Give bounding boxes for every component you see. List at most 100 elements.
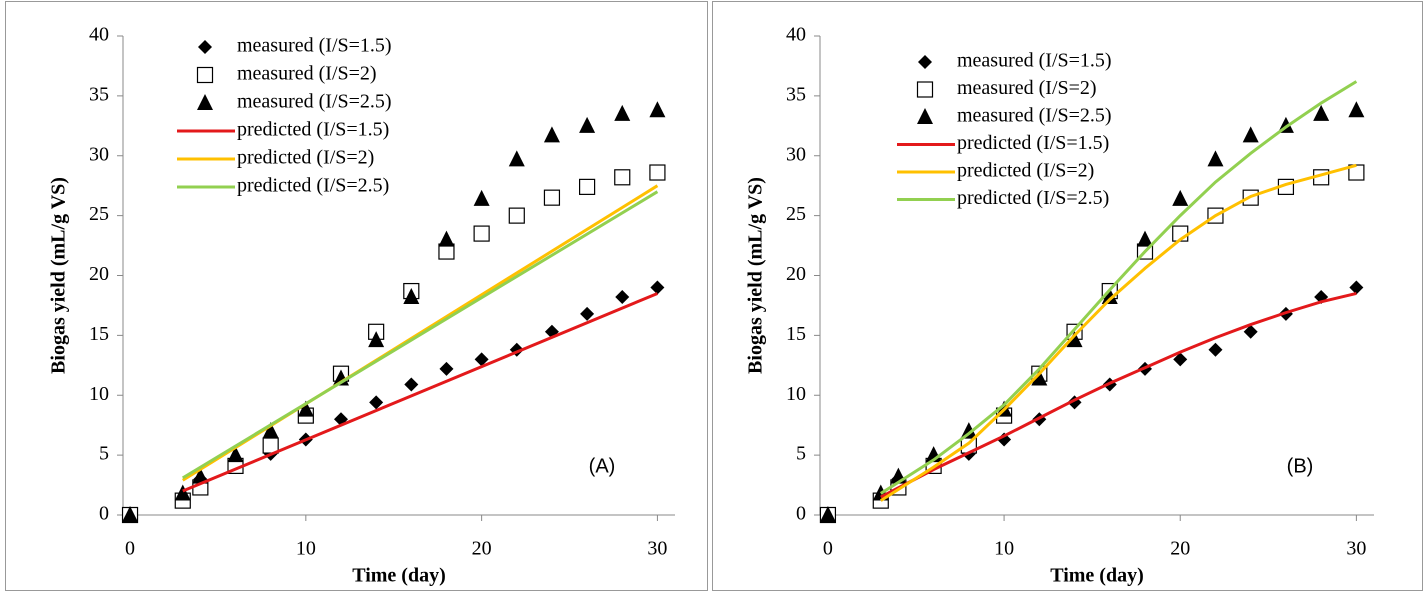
marker-diamond <box>580 306 595 321</box>
legend-label: measured (I/S=2) <box>237 63 377 85</box>
y-tick-label: 15 <box>786 323 806 345</box>
y-axis-title: Biogas yield (mL/g VS) <box>48 177 70 374</box>
marker-diamond <box>650 280 665 295</box>
y-tick-label: 5 <box>99 443 109 465</box>
y-tick-label: 5 <box>796 443 806 465</box>
legend-label: measured (I/S=2.5) <box>957 105 1112 127</box>
legend-label: measured (I/S=1.5) <box>957 50 1112 72</box>
marker-square <box>508 207 525 224</box>
y-tick-label: 20 <box>89 263 109 285</box>
marker-triangle <box>227 446 244 463</box>
series-line <box>879 163 1357 502</box>
marker-diamond <box>918 55 932 69</box>
marker-square <box>916 81 934 98</box>
marker-triangle <box>174 484 191 501</box>
marker-square <box>649 164 666 181</box>
marker-triangle <box>1242 126 1259 143</box>
marker-triangle <box>543 126 560 143</box>
panel-frame <box>712 1 1423 591</box>
legend-label: measured (I/S=1.5) <box>237 35 392 57</box>
legend-label: measured (I/S=2) <box>957 77 1097 99</box>
x-tick-label: 0 <box>125 538 135 560</box>
marker-triangle <box>122 506 139 522</box>
legend-label: predicted (I/S=2.5) <box>957 187 1109 209</box>
y-tick-label: 30 <box>89 143 109 165</box>
marker-triangle <box>579 116 596 133</box>
marker-triangle <box>614 104 631 121</box>
marker-triangle <box>917 108 933 124</box>
marker-diamond <box>198 40 212 54</box>
legend-label: predicted (I/S=1.5) <box>957 132 1109 154</box>
marker-triangle <box>262 422 279 439</box>
y-tick-label: 10 <box>786 383 806 405</box>
y-tick-label: 25 <box>89 203 109 225</box>
marker-square <box>543 189 561 206</box>
marker-triangle <box>197 94 213 110</box>
y-axis-title: Biogas yield (mL/g VS) <box>745 177 767 374</box>
series-line <box>181 190 659 480</box>
marker-diamond <box>1173 352 1188 367</box>
marker-diamond <box>1243 324 1258 339</box>
legend-label: measured (I/S=2.5) <box>237 91 392 113</box>
marker-square <box>1348 164 1365 181</box>
marker-triangle <box>1207 150 1224 167</box>
panel-label: (A) <box>589 455 616 477</box>
y-tick-label: 35 <box>786 83 806 105</box>
marker-square <box>614 169 631 186</box>
y-tick-label: 40 <box>786 24 806 46</box>
marker-diamond <box>439 361 454 376</box>
marker-triangle <box>960 422 977 439</box>
marker-triangle <box>473 189 490 206</box>
marker-triangle <box>1172 189 1189 206</box>
y-tick-label: 10 <box>89 383 109 405</box>
series-line <box>880 292 1357 499</box>
panel-label: (B) <box>1287 455 1314 477</box>
marker-diamond <box>474 352 489 367</box>
marker-triangle <box>368 331 385 348</box>
legend-label: predicted (I/S=2) <box>957 160 1094 182</box>
marker-diamond <box>1349 280 1364 295</box>
marker-triangle <box>192 467 209 484</box>
x-tick-label: 20 <box>472 538 492 560</box>
marker-diamond <box>1208 342 1223 357</box>
x-tick-label: 30 <box>647 538 667 560</box>
x-tick-label: 20 <box>1170 538 1190 560</box>
marker-triangle <box>438 230 455 247</box>
y-tick-label: 20 <box>786 263 806 285</box>
y-tick-label: 40 <box>89 24 109 46</box>
marker-square <box>196 66 214 84</box>
marker-triangle <box>297 400 314 417</box>
marker-diamond <box>369 395 384 410</box>
marker-square <box>579 178 596 195</box>
series-line <box>879 80 1358 495</box>
marker-triangle <box>1031 369 1048 386</box>
y-tick-label: 0 <box>796 503 806 525</box>
y-tick-label: 35 <box>89 83 109 105</box>
marker-triangle <box>1137 230 1154 247</box>
marker-triangle <box>649 101 666 118</box>
legend-label: predicted (I/S=1.5) <box>237 119 389 141</box>
panel-frame <box>5 1 708 591</box>
x-tick-label: 30 <box>1346 538 1366 560</box>
y-tick-label: 30 <box>786 143 806 165</box>
marker-triangle <box>1313 104 1330 121</box>
marker-triangle <box>403 288 420 305</box>
marker-square <box>473 225 490 242</box>
x-tick-label: 10 <box>296 538 316 560</box>
marker-diamond <box>404 377 419 392</box>
marker-triangle <box>1348 101 1365 118</box>
series-line <box>182 292 658 493</box>
x-tick-label: 0 <box>823 538 833 560</box>
marker-triangle <box>819 506 836 522</box>
legend-label: predicted (I/S=2.5) <box>237 175 389 197</box>
x-tick-label: 10 <box>994 538 1014 560</box>
y-tick-label: 0 <box>99 503 109 525</box>
marker-diamond <box>615 290 630 305</box>
y-tick-label: 15 <box>89 323 109 345</box>
y-tick-label: 25 <box>786 203 806 225</box>
legend-label: predicted (I/S=2) <box>237 147 374 169</box>
marker-triangle <box>508 150 525 167</box>
marker-triangle <box>1101 288 1118 305</box>
x-axis-title: Time (day) <box>1050 565 1144 587</box>
